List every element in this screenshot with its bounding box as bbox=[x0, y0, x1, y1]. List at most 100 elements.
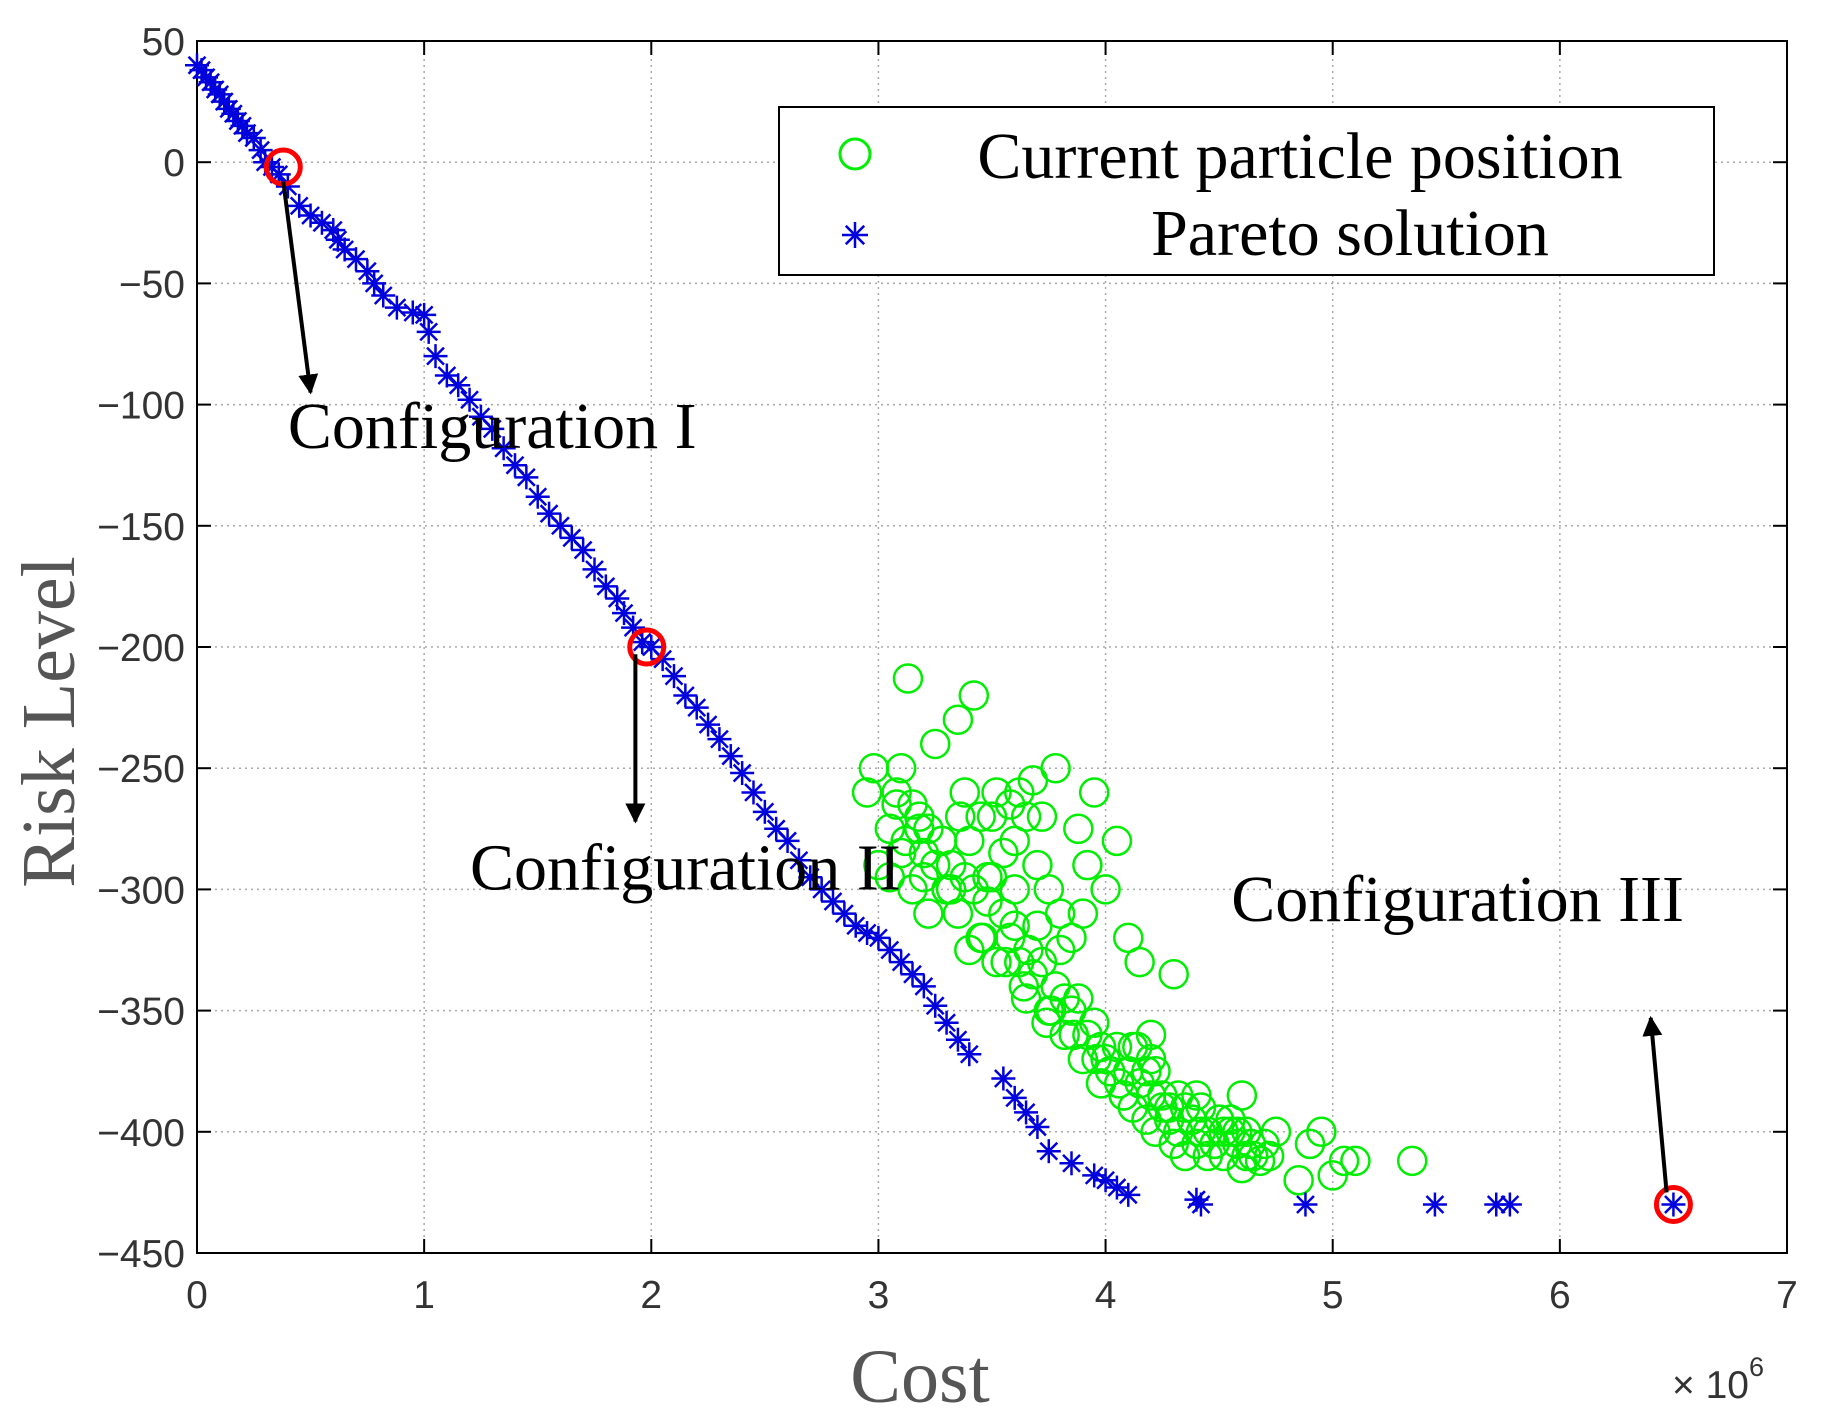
pareto-point bbox=[525, 484, 550, 509]
pareto-point bbox=[775, 828, 800, 853]
current-particle-point bbox=[999, 874, 1030, 905]
current-particle-point bbox=[967, 922, 999, 954]
current-particle-point bbox=[1226, 1080, 1258, 1111]
current-particle-point bbox=[1058, 1019, 1090, 1051]
current-particle-point bbox=[981, 946, 1012, 978]
current-particle-point bbox=[897, 874, 928, 905]
current-particle-point bbox=[913, 898, 944, 929]
y-tick-label: −100 bbox=[97, 385, 185, 428]
current-particle-point bbox=[892, 663, 924, 694]
current-particle-point bbox=[1056, 922, 1087, 954]
annotation-label: Configuration III bbox=[1231, 863, 1684, 936]
pareto-point bbox=[752, 799, 777, 824]
current-particle-point bbox=[1260, 1116, 1292, 1148]
pareto-point bbox=[911, 974, 936, 999]
current-particle-point bbox=[1117, 1031, 1149, 1063]
pareto-point bbox=[384, 295, 409, 320]
current-particle-point bbox=[1237, 1140, 1269, 1172]
y-tick-label: −200 bbox=[97, 627, 185, 670]
pareto-point bbox=[1293, 1192, 1318, 1217]
x-tick-label: 5 bbox=[1322, 1274, 1344, 1317]
grid-lines bbox=[197, 41, 1787, 1253]
pareto-point bbox=[241, 125, 266, 150]
x-tick-label: 4 bbox=[1095, 1274, 1117, 1317]
legend-current-marker bbox=[838, 137, 872, 171]
pareto-point bbox=[877, 938, 902, 962]
x-tick-label: 6 bbox=[1549, 1274, 1571, 1317]
x-tick-label: 7 bbox=[1776, 1274, 1798, 1317]
x-multiplier-exponent: 6 bbox=[1749, 1352, 1764, 1382]
current-particle-point bbox=[851, 777, 883, 808]
pareto-point bbox=[1188, 1192, 1213, 1217]
current-particle-point bbox=[1063, 813, 1094, 845]
pareto-point bbox=[362, 271, 387, 296]
current-particle-point bbox=[988, 898, 1019, 929]
pareto-point bbox=[923, 993, 948, 1018]
highlighted-configuration-point bbox=[627, 627, 667, 667]
pareto-point bbox=[537, 501, 562, 526]
current-particle-point bbox=[1035, 995, 1067, 1026]
current-particle-point bbox=[919, 728, 951, 760]
x-tick-label: 3 bbox=[868, 1274, 890, 1317]
current-particle-point bbox=[942, 898, 974, 929]
pareto-point bbox=[416, 319, 441, 344]
current-particle-point bbox=[1131, 1055, 1162, 1087]
current-particle-point bbox=[1328, 1145, 1360, 1177]
pareto-point bbox=[1036, 1139, 1061, 1164]
pareto-point bbox=[468, 404, 493, 429]
current-particle-point bbox=[1140, 1055, 1171, 1087]
current-particle-point bbox=[949, 777, 980, 808]
pareto-point bbox=[741, 780, 766, 805]
current-particle-point bbox=[958, 680, 990, 711]
pareto-point bbox=[457, 387, 482, 412]
current-particle-point bbox=[965, 922, 996, 954]
annotation-arrow bbox=[281, 181, 319, 395]
pareto-point bbox=[1059, 1151, 1084, 1176]
current-particle-point bbox=[885, 752, 917, 784]
current-particle-point bbox=[1090, 874, 1121, 905]
pareto-point bbox=[321, 218, 346, 243]
current-particle-point bbox=[1158, 958, 1189, 990]
current-particle-point bbox=[881, 789, 912, 820]
current-particle-point bbox=[1101, 825, 1133, 857]
current-particle-point bbox=[999, 910, 1030, 942]
current-particle-point bbox=[1169, 1140, 1201, 1172]
legend: Current particle position Pareto solutio… bbox=[778, 106, 1715, 276]
current-particle-point bbox=[1010, 801, 1042, 832]
pareto-point bbox=[287, 193, 312, 218]
x-tick-label: 0 bbox=[186, 1274, 208, 1317]
current-particle-point bbox=[999, 825, 1030, 857]
annotation-labels: Configuration I Configuration II Configura… bbox=[288, 390, 1684, 936]
current-particle-point bbox=[1022, 849, 1053, 881]
highlighted-configuration-point bbox=[1653, 1185, 1693, 1225]
pareto-point bbox=[730, 761, 755, 786]
annotation-arrows bbox=[281, 181, 1669, 1193]
y-tick-label: −350 bbox=[97, 991, 185, 1034]
pareto-point bbox=[1116, 1182, 1141, 1207]
legend-current-label: Current particle position bbox=[977, 120, 1622, 193]
pareto-point bbox=[945, 1027, 970, 1052]
current-particle-point bbox=[944, 801, 976, 832]
pareto-point bbox=[559, 525, 584, 550]
pareto-point bbox=[446, 373, 471, 398]
y-tick-label: −50 bbox=[119, 263, 185, 306]
y-axis-label: Risk Level bbox=[7, 556, 91, 887]
current-particle-point bbox=[874, 813, 906, 845]
pareto-point bbox=[1497, 1192, 1522, 1217]
current-particle-point bbox=[1113, 922, 1144, 954]
y-tick-label: 50 bbox=[142, 21, 185, 64]
annotation-arrow bbox=[1642, 1015, 1669, 1193]
legend-box bbox=[778, 106, 1715, 276]
y-tick-label: −300 bbox=[97, 869, 185, 912]
current-particle-series bbox=[851, 663, 1428, 1196]
current-particle-point bbox=[1103, 1068, 1135, 1099]
current-particle-point bbox=[1181, 1128, 1212, 1160]
current-particle-point bbox=[1081, 1043, 1112, 1075]
pareto-point bbox=[957, 1042, 982, 1067]
current-particle-point bbox=[904, 813, 935, 845]
current-particle-point bbox=[1158, 1128, 1189, 1160]
pareto-point bbox=[412, 302, 437, 327]
current-particle-point bbox=[1044, 934, 1076, 966]
pareto-point bbox=[275, 174, 300, 199]
